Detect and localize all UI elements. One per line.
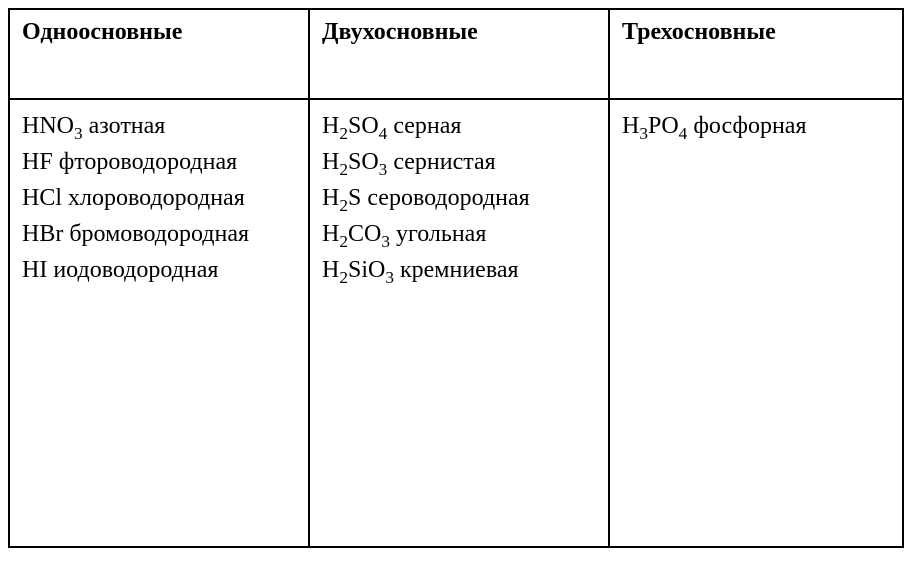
chemical-formula: H2S (322, 185, 361, 211)
acid-name: иодоводородная (53, 257, 218, 283)
acid-name: кремниевая (400, 257, 519, 283)
acid-entry: H2SO4 серная (322, 108, 598, 144)
chemical-formula: H2CO3 (322, 221, 390, 247)
acid-entry: H3PO4 фосфорная (622, 108, 892, 144)
acid-name: фосфорная (693, 113, 806, 139)
chemical-formula: HCl (22, 185, 62, 211)
acid-entry: H2CO3 угольная (322, 216, 598, 252)
acid-entry: HBr бромоводородная (22, 216, 298, 252)
column-header-di: Двухосновные (309, 9, 609, 99)
chemical-formula: H2SiO3 (322, 257, 394, 283)
cell-di: H2SO4 сернаяH2SO3 сернистаяH2S сероводор… (309, 99, 609, 547)
table-body-row: HNO3 азотнаяHF фтороводороднаяHCl хлоров… (9, 99, 903, 547)
column-header-mono: Одноосновные (9, 9, 309, 99)
acid-name: бромоводородная (69, 221, 249, 247)
acid-entry: H2SO3 сернистая (322, 144, 598, 180)
chemical-formula: HF (22, 149, 53, 175)
acid-name: серная (393, 113, 461, 139)
chemical-formula: H3PO4 (622, 113, 687, 139)
chemical-formula: HBr (22, 221, 63, 247)
acid-name: хлороводородная (68, 185, 245, 211)
acid-name: сероводородная (367, 185, 529, 211)
chemical-formula: H2SO3 (322, 149, 387, 175)
acid-entry: HNO3 азотная (22, 108, 298, 144)
column-header-tri: Трехосновные (609, 9, 903, 99)
acid-entry: HI иодоводородная (22, 252, 298, 288)
cell-mono: HNO3 азотнаяHF фтороводороднаяHCl хлоров… (9, 99, 309, 547)
acid-entry: H2SiO3 кремниевая (322, 252, 598, 288)
acid-entry: H2S сероводородная (322, 180, 598, 216)
acid-entry: HCl хлороводородная (22, 180, 298, 216)
cell-tri: H3PO4 фосфорная (609, 99, 903, 547)
acid-entry: HF фтороводородная (22, 144, 298, 180)
chemical-formula: H2SO4 (322, 113, 387, 139)
acid-name: сернистая (393, 149, 495, 175)
acid-name: азотная (89, 113, 166, 139)
acids-classification-table: Одноосновные Двухосновные Трехосновные H… (8, 8, 904, 548)
chemical-formula: HNO3 (22, 113, 83, 139)
table-header-row: Одноосновные Двухосновные Трехосновные (9, 9, 903, 99)
acid-name: угольная (396, 221, 486, 247)
chemical-formula: HI (22, 257, 47, 283)
acid-name: фтороводородная (59, 149, 237, 175)
